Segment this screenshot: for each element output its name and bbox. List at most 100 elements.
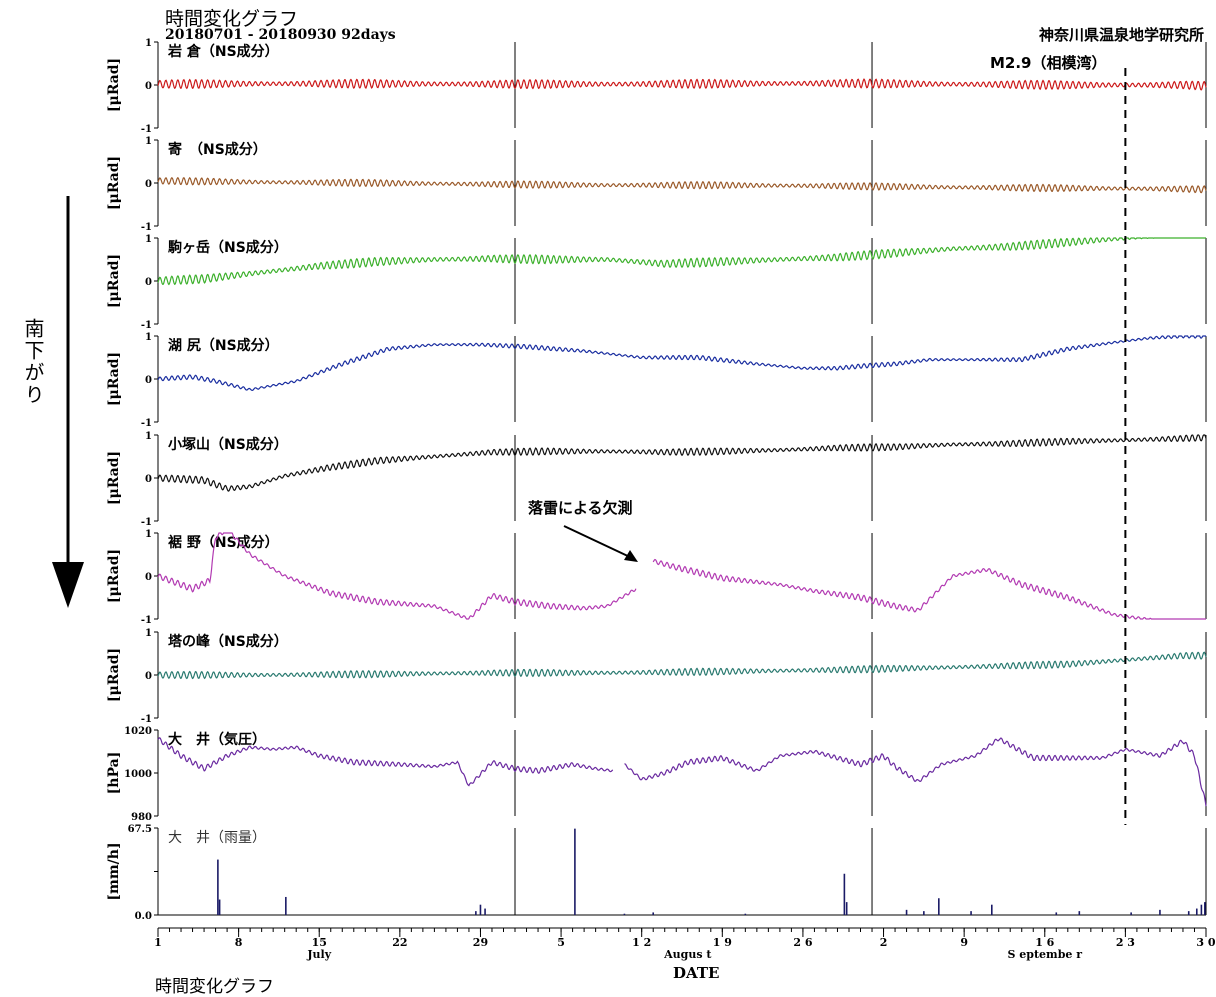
- date-range: 20180701 - 20180930 92days: [165, 27, 396, 43]
- x-tick-label: 2 3: [1116, 936, 1135, 949]
- y-tick-label: 1: [145, 431, 152, 442]
- y-axis-label: [μRad]: [106, 58, 122, 112]
- x-tick-label: 3 0: [1196, 936, 1215, 949]
- rain-bar: [1130, 912, 1132, 915]
- y-tick-label: 0: [145, 474, 152, 485]
- down-arrow-icon: [52, 196, 84, 608]
- y-tick-label: 1: [145, 332, 152, 343]
- series-name: 大 井（気圧）: [168, 731, 266, 748]
- rain-bar: [938, 898, 940, 915]
- series-line: [157, 335, 1207, 392]
- x-tick-label: 1 9: [713, 936, 732, 949]
- series-name: 湖 尻（NS成分）: [168, 337, 279, 354]
- lightning-annotation: 落雷による欠測: [528, 499, 633, 517]
- y-tick-label: 1: [145, 628, 152, 639]
- series-name: 裾 野（NS成分）: [168, 534, 279, 551]
- x-tick-label: 8: [235, 936, 243, 949]
- x-tick-label: 2: [880, 936, 888, 949]
- series-name: 大 井（雨量）: [168, 830, 266, 846]
- x-tick-label: 1 6: [1035, 936, 1054, 949]
- x-axis-title: DATE: [673, 964, 720, 982]
- rain-bar: [475, 911, 477, 915]
- x-tick-label: 1: [154, 936, 162, 949]
- month-label: S eptembe r: [1008, 948, 1083, 961]
- rain-bar: [905, 909, 908, 915]
- y-axis-label: [μRad]: [106, 549, 122, 603]
- rain-bar: [218, 899, 221, 915]
- series-line: [157, 737, 614, 787]
- y-axis-label: [μRad]: [106, 156, 122, 210]
- y-tick-label: 1: [145, 234, 152, 245]
- rain-bar: [744, 913, 747, 915]
- annotation-arrow-icon: [563, 525, 638, 562]
- y-tick-label: 0: [145, 81, 152, 92]
- series-name: 駒ヶ岳（NS成分）: [168, 239, 288, 256]
- organization-label: 神奈川県温泉地学研究所: [1038, 26, 1204, 44]
- footer-caption: 時間変化グラフ: [155, 977, 274, 997]
- chart-title: 時間変化グラフ: [165, 8, 299, 30]
- rain-bar: [484, 908, 486, 915]
- rain-bar: [1200, 904, 1203, 915]
- rain-bar: [623, 913, 626, 915]
- series-line: [157, 78, 1207, 91]
- series-line: [652, 558, 1206, 620]
- y-axis-label: [μRad]: [106, 451, 122, 505]
- y-tick-label: -1: [141, 222, 152, 233]
- y-tick-label: 0: [145, 277, 152, 288]
- south-down-label: 南下がり: [21, 318, 45, 406]
- rain-bar: [1159, 909, 1161, 915]
- rain-bar: [845, 902, 848, 915]
- rain-bar: [1055, 912, 1058, 915]
- y-tick-label: -1: [141, 615, 152, 626]
- x-tick-label: 1 2: [632, 936, 651, 949]
- y-tick-label: -1: [141, 320, 152, 331]
- y-tick-label: 0: [145, 179, 152, 190]
- y-tick-label: 1: [145, 136, 152, 147]
- rain-bar: [652, 912, 655, 915]
- y-tick-label: 0.0: [135, 911, 152, 922]
- y-tick-label: -1: [141, 124, 152, 135]
- series-name: 寄 （NS成分）: [168, 141, 267, 158]
- y-tick-label: 1: [145, 38, 152, 49]
- rain-bar: [970, 911, 972, 915]
- series-line: [157, 532, 637, 620]
- rain-bar: [574, 828, 576, 915]
- series-name: 小塚山（NS成分）: [168, 436, 288, 453]
- series-name: 岩 倉（NS成分）: [167, 43, 279, 60]
- x-tick-label: 9: [960, 936, 968, 949]
- y-tick-label: 1: [145, 529, 152, 540]
- y-tick-label: 1020: [124, 726, 152, 737]
- earthquake-label: M2.9（相模湾）: [990, 54, 1107, 72]
- rain-bar: [1078, 911, 1081, 915]
- y-tick-label: 980: [131, 812, 152, 823]
- y-axis-label: [mm/h]: [106, 842, 122, 900]
- month-label: Augus t: [663, 948, 712, 961]
- series-line: [157, 434, 1207, 492]
- rain-bar: [843, 873, 846, 915]
- rain-bar: [217, 859, 219, 915]
- series-name: 塔の峰（NS成分）: [168, 633, 288, 650]
- y-tick-label: -1: [141, 714, 152, 725]
- y-tick-label: 0: [145, 375, 152, 386]
- y-tick-label: 67.5: [128, 824, 152, 835]
- y-axis-label: [μRad]: [106, 352, 122, 406]
- series-line: [157, 237, 1206, 286]
- y-tick-label: -1: [141, 517, 152, 528]
- rain-bar: [285, 896, 287, 915]
- y-axis-label: [μRad]: [106, 648, 122, 702]
- y-tick-label: -1: [141, 418, 152, 429]
- x-tick-label: 29: [473, 936, 488, 949]
- x-tick-label: 15: [312, 936, 327, 949]
- x-tick-label: 22: [392, 936, 407, 949]
- rain-bar: [1187, 911, 1190, 915]
- rain-bar: [923, 911, 925, 915]
- y-tick-label: 0: [145, 671, 152, 682]
- series-line: [624, 737, 1207, 807]
- month-label: July: [306, 948, 331, 961]
- y-tick-label: 0: [145, 572, 152, 583]
- y-axis-label: [μRad]: [106, 254, 122, 308]
- rain-bar: [1204, 902, 1206, 915]
- series-line: [157, 176, 1207, 194]
- y-axis-label: [hPa]: [106, 752, 122, 795]
